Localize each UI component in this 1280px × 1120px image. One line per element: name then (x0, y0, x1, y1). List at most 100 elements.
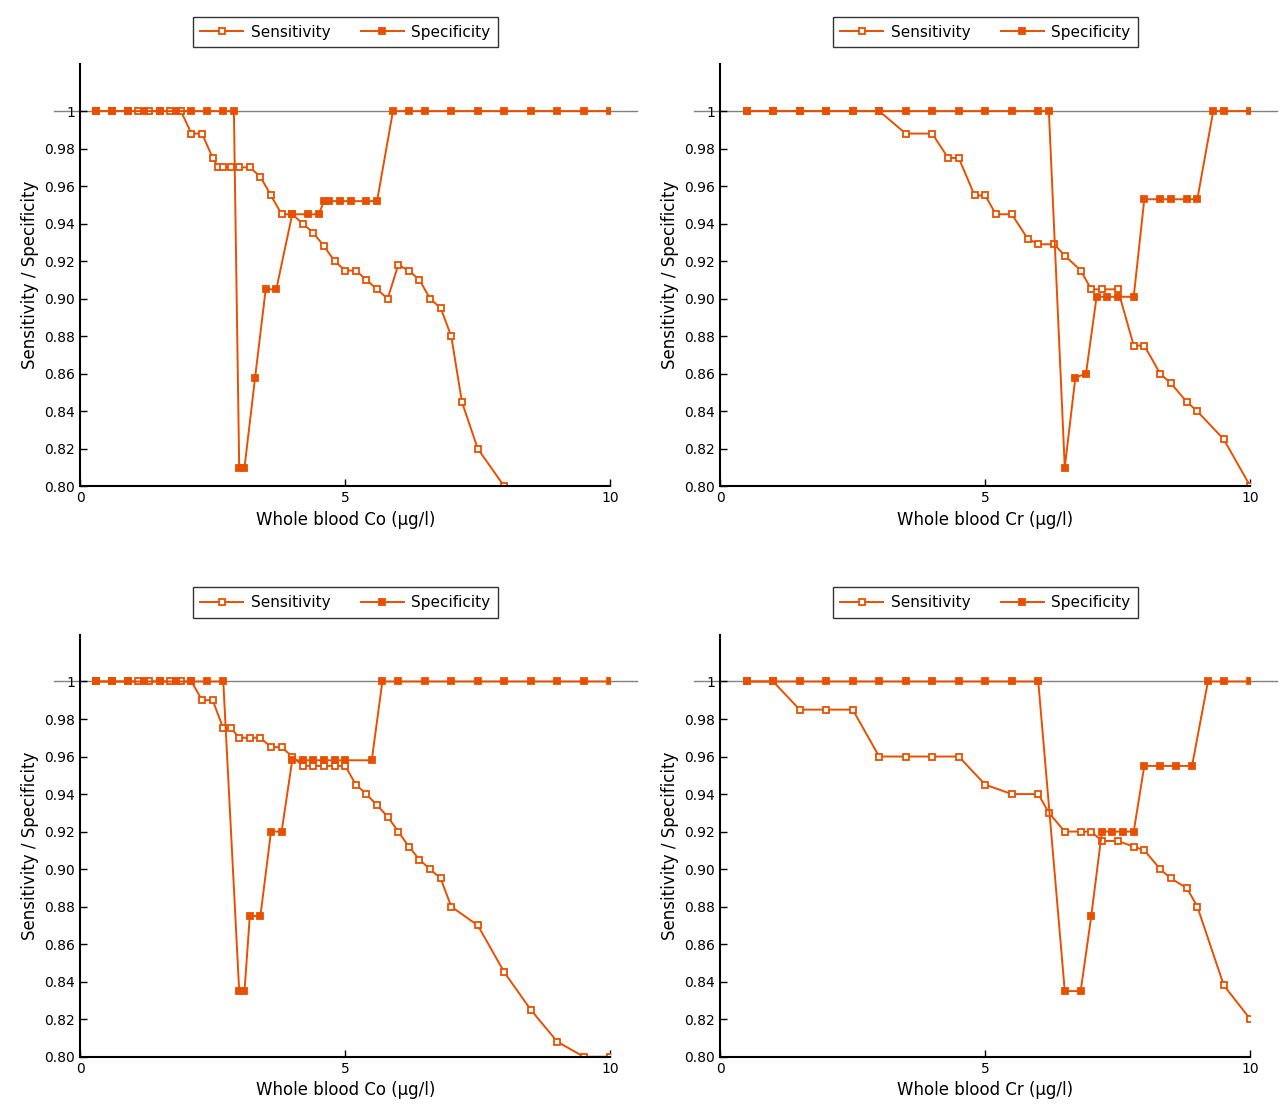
Specificity (1057, 460, 1073, 474)
Specificity (136, 104, 151, 118)
Specificity (497, 674, 512, 688)
Sensitivity (1094, 834, 1110, 848)
Sensitivity (264, 189, 279, 203)
Specificity (739, 104, 754, 118)
Sensitivity (348, 778, 364, 792)
Specificity (1089, 290, 1105, 304)
Sensitivity (401, 840, 416, 853)
Specificity (792, 104, 808, 118)
Specificity (152, 674, 168, 688)
Sensitivity (818, 104, 833, 118)
Sensitivity (338, 264, 353, 278)
Specificity (136, 674, 151, 688)
Specificity (232, 984, 247, 998)
Specificity (168, 104, 183, 118)
Sensitivity (765, 104, 781, 118)
Specificity (899, 674, 914, 688)
Sensitivity (497, 479, 512, 493)
Specificity (1094, 824, 1110, 838)
Specificity (1243, 104, 1258, 118)
Line: Specificity: Specificity (93, 108, 613, 470)
Sensitivity (444, 329, 460, 343)
Sensitivity (1126, 840, 1142, 853)
Sensitivity (1073, 264, 1088, 278)
Line: Sensitivity: Sensitivity (744, 108, 1253, 489)
Sensitivity (433, 871, 448, 885)
Specificity (1216, 104, 1231, 118)
Sensitivity (326, 254, 342, 268)
Sensitivity (872, 104, 887, 118)
Specificity (417, 674, 433, 688)
Specificity (104, 104, 119, 118)
Specificity (274, 824, 289, 838)
Sensitivity (184, 674, 200, 688)
Specificity (845, 104, 860, 118)
Specificity (1243, 674, 1258, 688)
Sensitivity (1110, 834, 1125, 848)
Specificity (364, 754, 379, 767)
Sensitivity (152, 104, 168, 118)
Specificity (259, 282, 274, 296)
Specificity (576, 674, 591, 688)
Sensitivity (205, 693, 220, 707)
Specificity (296, 754, 311, 767)
Specificity (1152, 759, 1167, 773)
Specificity (1206, 104, 1221, 118)
Specificity (343, 195, 358, 208)
Specificity (1100, 290, 1115, 304)
Sensitivity (412, 273, 428, 287)
X-axis label: Whole blood Cr (μg/l): Whole blood Cr (μg/l) (897, 511, 1074, 529)
Sensitivity (1152, 367, 1167, 381)
Sensitivity (1164, 376, 1179, 390)
Specificity (242, 909, 257, 923)
Sensitivity (390, 259, 406, 272)
Specificity (338, 754, 353, 767)
Sensitivity (306, 759, 321, 773)
Specificity (818, 674, 833, 688)
Sensitivity (422, 292, 438, 306)
Specificity (1126, 290, 1142, 304)
Sensitivity (1004, 787, 1019, 801)
Sensitivity (215, 721, 230, 735)
Specificity (924, 104, 940, 118)
Sensitivity (224, 160, 239, 174)
Specificity (358, 195, 374, 208)
Specificity (215, 674, 230, 688)
Line: Sensitivity: Sensitivity (93, 679, 613, 1060)
Sensitivity (872, 749, 887, 763)
Sensitivity (380, 292, 396, 306)
Sensitivity (818, 703, 833, 717)
Specificity (765, 104, 781, 118)
Sensitivity (358, 273, 374, 287)
Line: Sensitivity: Sensitivity (744, 679, 1253, 1023)
Specificity (88, 674, 104, 688)
Specificity (1030, 674, 1046, 688)
Sensitivity (433, 301, 448, 315)
Specificity (237, 984, 252, 998)
Sensitivity (924, 127, 940, 140)
Specificity (1078, 367, 1093, 381)
Specificity (924, 674, 940, 688)
Sensitivity (899, 749, 914, 763)
Specificity (470, 104, 485, 118)
Sensitivity (1073, 824, 1088, 838)
Specificity (200, 104, 215, 118)
Specificity (549, 104, 564, 118)
Specificity (247, 371, 262, 384)
Specificity (1201, 674, 1216, 688)
Sensitivity (1164, 871, 1179, 885)
Sensitivity (792, 104, 808, 118)
Sensitivity (1041, 806, 1056, 820)
Specificity (326, 754, 342, 767)
Specificity (603, 674, 618, 688)
Sensitivity (1030, 237, 1046, 251)
Sensitivity (1126, 339, 1142, 353)
Specificity (470, 674, 485, 688)
Specificity (390, 674, 406, 688)
Sensitivity (792, 703, 808, 717)
Sensitivity (845, 104, 860, 118)
Sensitivity (1137, 339, 1152, 353)
Sensitivity (232, 731, 247, 745)
Specificity (1057, 984, 1073, 998)
Line: Specificity: Specificity (744, 679, 1253, 995)
